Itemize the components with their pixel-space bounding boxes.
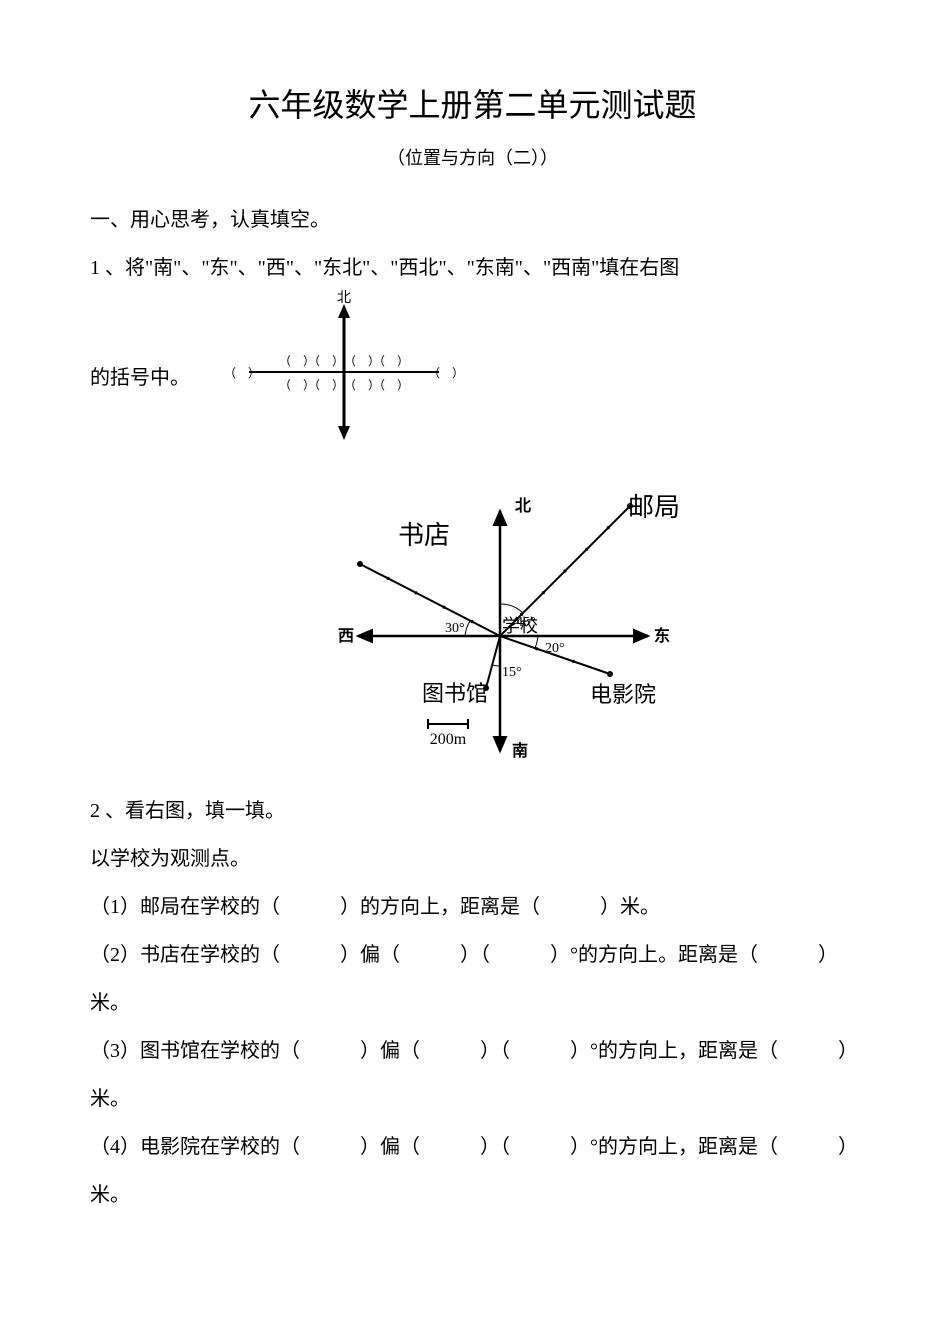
q2-2b: 米。 [90,981,855,1025]
svg-text:（ ）: （ ） [308,354,344,368]
page-subtitle: （位置与方向（二）） [90,144,855,170]
direction-diagram: 北 南 东 西 学校 书店 30° 邮局 [290,476,710,781]
q2-intro: 2 、看右图，填一填。 [90,789,855,833]
q1-prefix: 1 、将"南"、"东"、"西"、"东北"、"西北"、"东南"、"西南"填在右图 [90,257,679,279]
page-title: 六年级数学上册第二单元测试题 [90,80,855,126]
svg-text:（ ）: （ ） [428,366,464,380]
postoffice-label: 邮局 [628,493,680,522]
q2-4: （4）电影院在学校的（ ）偏（ ）（ ）°的方向上，距离是（ ） [90,1125,855,1169]
cinema-angle: 20° [545,641,565,656]
north-label: 北 [337,290,351,306]
question-1: 1 、将"南"、"东"、"西"、"东北"、"西北"、"东南"、"西南"填在右图 … [90,246,855,466]
q2-sub: 以学校为观测点。 [90,837,855,881]
north-label: 北 [515,497,531,515]
south-label: 南 [512,741,528,760]
library-angle: 15° [502,665,522,680]
q2-3b: 米。 [90,1077,855,1121]
q2-3: （3）图书馆在学校的（ ）偏（ ）（ ）°的方向上，距离是（ ） [90,1029,855,1073]
svg-text:（ ）: （ ） [308,378,344,392]
compass-diagram-1: 北 （ ） （ ） （ ） （ ） （ ） （ ） （ ） （ ） （ ） （ … [204,290,484,466]
svg-text:（ ）: （ ） [373,354,409,368]
bookstore-angle: 30° [445,621,465,636]
cinema-label: 电影院 [590,682,656,707]
east-label: 东 [654,626,670,645]
postoffice-angle: 45° [516,615,536,630]
west-label: 西 [338,627,354,645]
q2-1: （1）邮局在学校的（ ）的方向上，距离是（ ）米。 [90,885,855,929]
q2-4b: 米。 [90,1173,855,1217]
bookstore-label: 书店 [398,521,450,550]
q1-suffix: 的括号中。 [90,356,190,400]
svg-text:（ ）: （ ） [224,366,260,380]
q2-2: （2）书店在学校的（ ）偏（ ）（ ）°的方向上。距离是（ ） [90,933,855,977]
library-label: 图书馆 [422,681,488,706]
section-heading: 一、用心思考，认真填空。 [90,198,855,242]
svg-text:（ ）: （ ） [373,378,409,392]
scale-label: 200m [430,731,467,748]
